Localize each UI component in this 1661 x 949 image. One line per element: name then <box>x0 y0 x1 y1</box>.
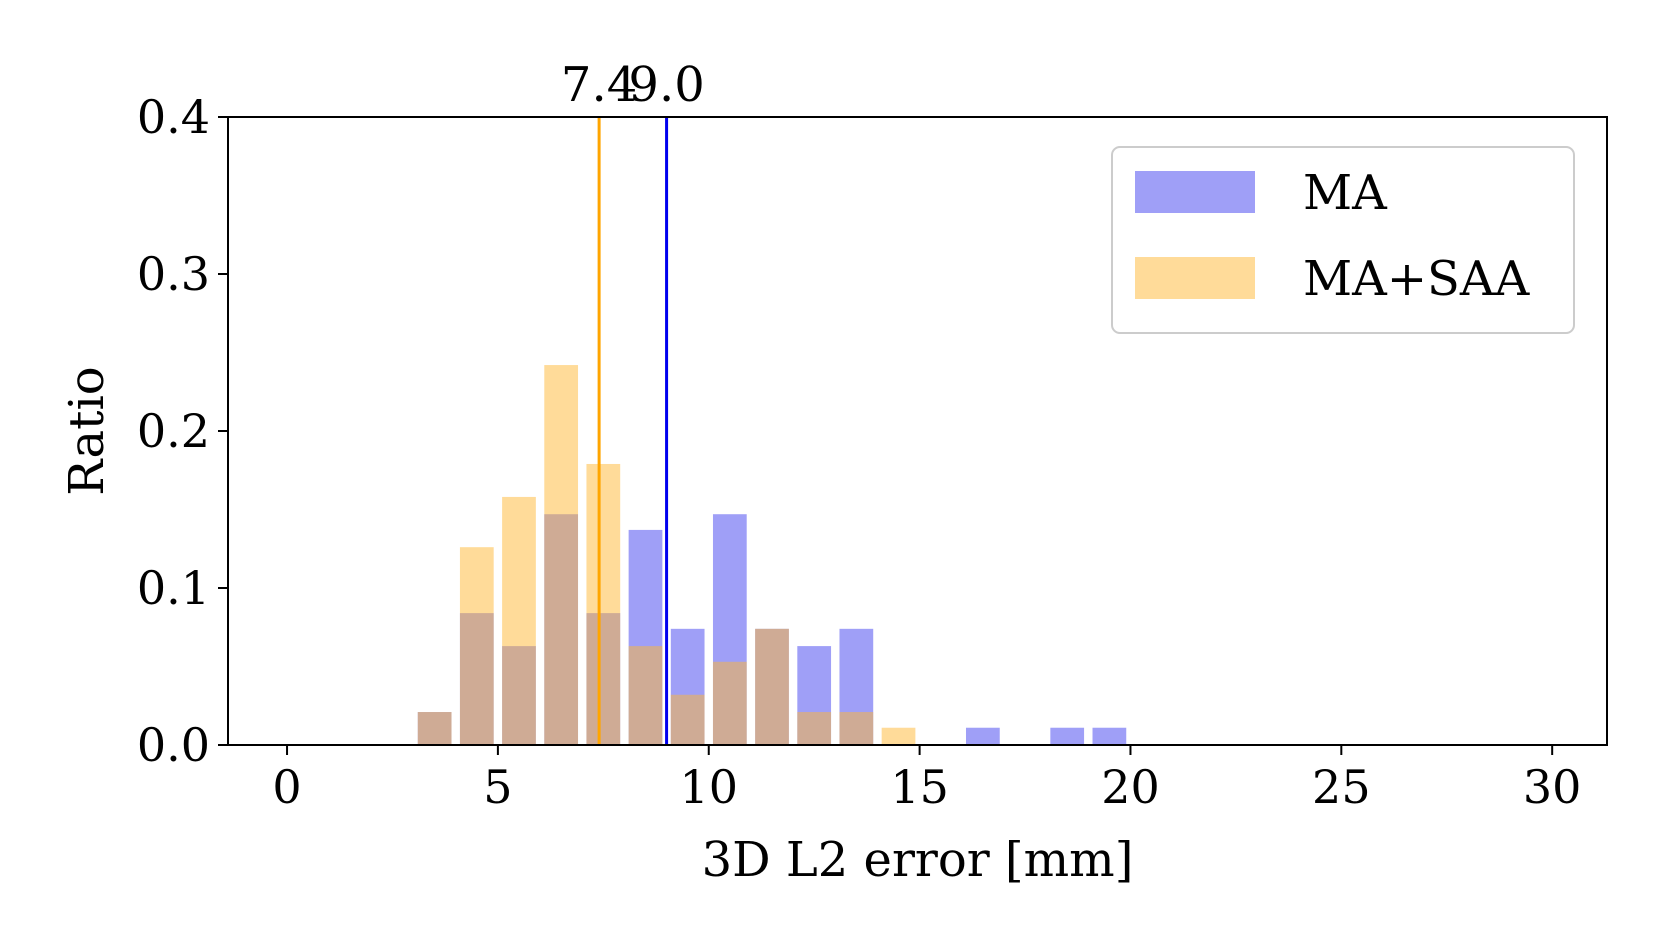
x-tick-label: 25 <box>1312 760 1371 814</box>
bar-ma-saa-3 <box>544 365 579 745</box>
y-tick-label: 0.0 <box>137 718 210 772</box>
mean-label-0: 7.4 <box>561 57 637 113</box>
x-axis: 0 5 10 15 20 25 30 <box>272 745 1581 814</box>
x-axis-title: 3D L2 error [mm] <box>702 832 1134 888</box>
bar-ma-saa-9 <box>797 712 832 745</box>
x-tick-label: 10 <box>679 760 738 814</box>
mean-lines-layer: 7.49.0 <box>561 57 705 745</box>
bar-ma-saa-5 <box>628 646 663 745</box>
bar-ma-saa-8 <box>755 628 789 745</box>
legend-label-ma-saa: MA+SAA <box>1303 251 1531 307</box>
mean-label-1: 9.0 <box>628 57 704 113</box>
y-axis: 0.0 0.1 0.2 0.3 0.4 <box>137 90 228 772</box>
y-tick-label: 0.1 <box>137 561 210 615</box>
x-tick-label: 0 <box>272 760 301 814</box>
y-tick-label: 0.2 <box>137 404 210 458</box>
bar-ma-saa-2 <box>502 496 536 745</box>
x-tick-label: 15 <box>890 760 949 814</box>
legend: MA MA+SAA <box>1111 146 1575 334</box>
bar-ma-13 <box>965 727 1000 745</box>
bar-ma-saa-1 <box>459 547 494 745</box>
y-tick-label: 0.3 <box>137 247 210 301</box>
legend-label-ma: MA <box>1303 165 1388 221</box>
bar-ma-saa-7 <box>712 661 747 745</box>
legend-swatch-ma-saa <box>1135 257 1255 299</box>
x-tick-label: 30 <box>1523 760 1582 814</box>
bar-ma-saa-6 <box>670 694 705 745</box>
bar-ma-saa-10 <box>839 712 874 745</box>
y-tick-label: 0.4 <box>137 90 210 144</box>
bar-ma-16 <box>1092 727 1127 745</box>
bar-ma-saa-11 <box>881 727 916 745</box>
legend-swatch-ma <box>1135 171 1255 213</box>
bars-layer <box>417 365 1127 745</box>
bar-ma-saa-4 <box>586 463 621 745</box>
y-axis-title: Ratio <box>59 366 115 495</box>
x-tick-label: 20 <box>1101 760 1160 814</box>
bar-ma-15 <box>1050 727 1085 745</box>
x-tick-label: 5 <box>483 760 512 814</box>
bar-ma-saa-0 <box>417 712 452 745</box>
